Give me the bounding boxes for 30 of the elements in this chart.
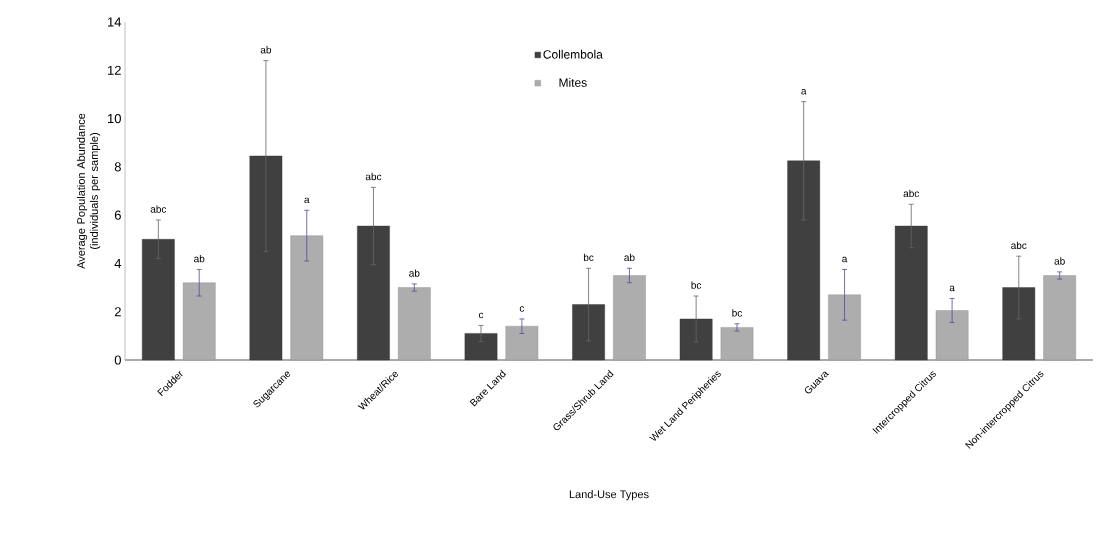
annotation: a [949, 285, 955, 292]
annotation: ab [624, 253, 635, 262]
annotation: ab [260, 46, 272, 54]
y-tick-label: 0 [114, 355, 121, 365]
y-tick-label: 2 [114, 307, 121, 317]
annotation: ab [194, 254, 205, 263]
annotation: bc [691, 281, 702, 289]
annotation: c [478, 312, 484, 319]
annotation: abc [903, 189, 920, 198]
annotation: abc [365, 172, 382, 181]
annotation: a [801, 88, 807, 95]
annotation: a [304, 197, 310, 204]
annotation: abc [150, 205, 167, 213]
annotation: bc [583, 253, 594, 262]
y-tick-label: 8 [114, 162, 121, 172]
y-tick-label: 4 [114, 258, 122, 268]
legend-label: Collembola [543, 49, 603, 59]
y-tick-label: 10 [108, 113, 121, 124]
y-tick-label: 6 [114, 210, 121, 220]
annotation: ab [409, 269, 420, 277]
annotation: a [842, 256, 848, 263]
annotation: bc [732, 309, 743, 317]
y-axis-title: Average Population Abundance (individuals per sample) [76, 113, 101, 269]
y-tick-label: 14 [108, 17, 122, 27]
annotation: abc [1011, 241, 1027, 249]
y-tick-label: 12 [108, 65, 121, 75]
annotation: c [519, 306, 525, 312]
annotation: ab [1054, 257, 1065, 265]
legend-label: Mites [559, 78, 587, 87]
x-axis-title: Land-Use Types [569, 490, 649, 501]
